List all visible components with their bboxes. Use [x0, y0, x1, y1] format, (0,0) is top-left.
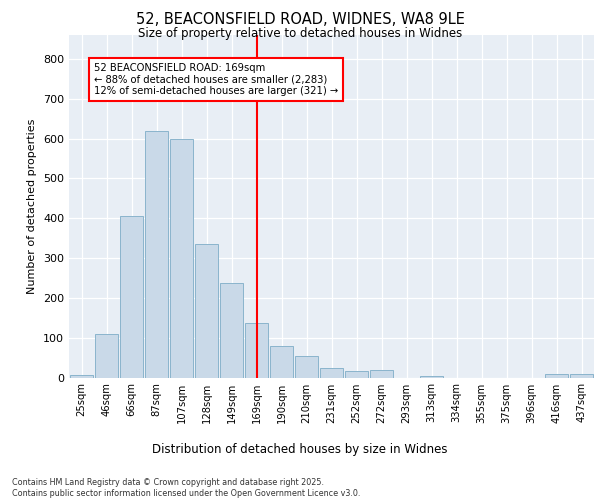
Text: Size of property relative to detached houses in Widnes: Size of property relative to detached ho… — [138, 28, 462, 40]
Bar — [420, 376, 443, 378]
Text: Contains HM Land Registry data © Crown copyright and database right 2025.
Contai: Contains HM Land Registry data © Crown c… — [12, 478, 361, 498]
Y-axis label: Number of detached properties: Number of detached properties — [28, 118, 37, 294]
Bar — [545, 374, 568, 378]
Bar — [345, 370, 368, 378]
Bar — [95, 334, 118, 378]
Text: 52, BEACONSFIELD ROAD, WIDNES, WA8 9LE: 52, BEACONSFIELD ROAD, WIDNES, WA8 9LE — [136, 12, 464, 28]
Bar — [170, 140, 193, 378]
Bar — [70, 374, 93, 378]
Bar — [220, 282, 243, 378]
Text: 52 BEACONSFIELD ROAD: 169sqm
← 88% of detached houses are smaller (2,283)
12% of: 52 BEACONSFIELD ROAD: 169sqm ← 88% of de… — [94, 63, 338, 96]
Text: Distribution of detached houses by size in Widnes: Distribution of detached houses by size … — [152, 442, 448, 456]
Bar — [295, 356, 318, 378]
Bar — [120, 216, 143, 378]
Bar — [270, 346, 293, 378]
Bar — [370, 370, 393, 378]
Bar — [320, 368, 343, 378]
Bar — [245, 322, 268, 378]
Bar — [145, 130, 168, 378]
Bar — [570, 374, 593, 378]
Bar — [195, 244, 218, 378]
